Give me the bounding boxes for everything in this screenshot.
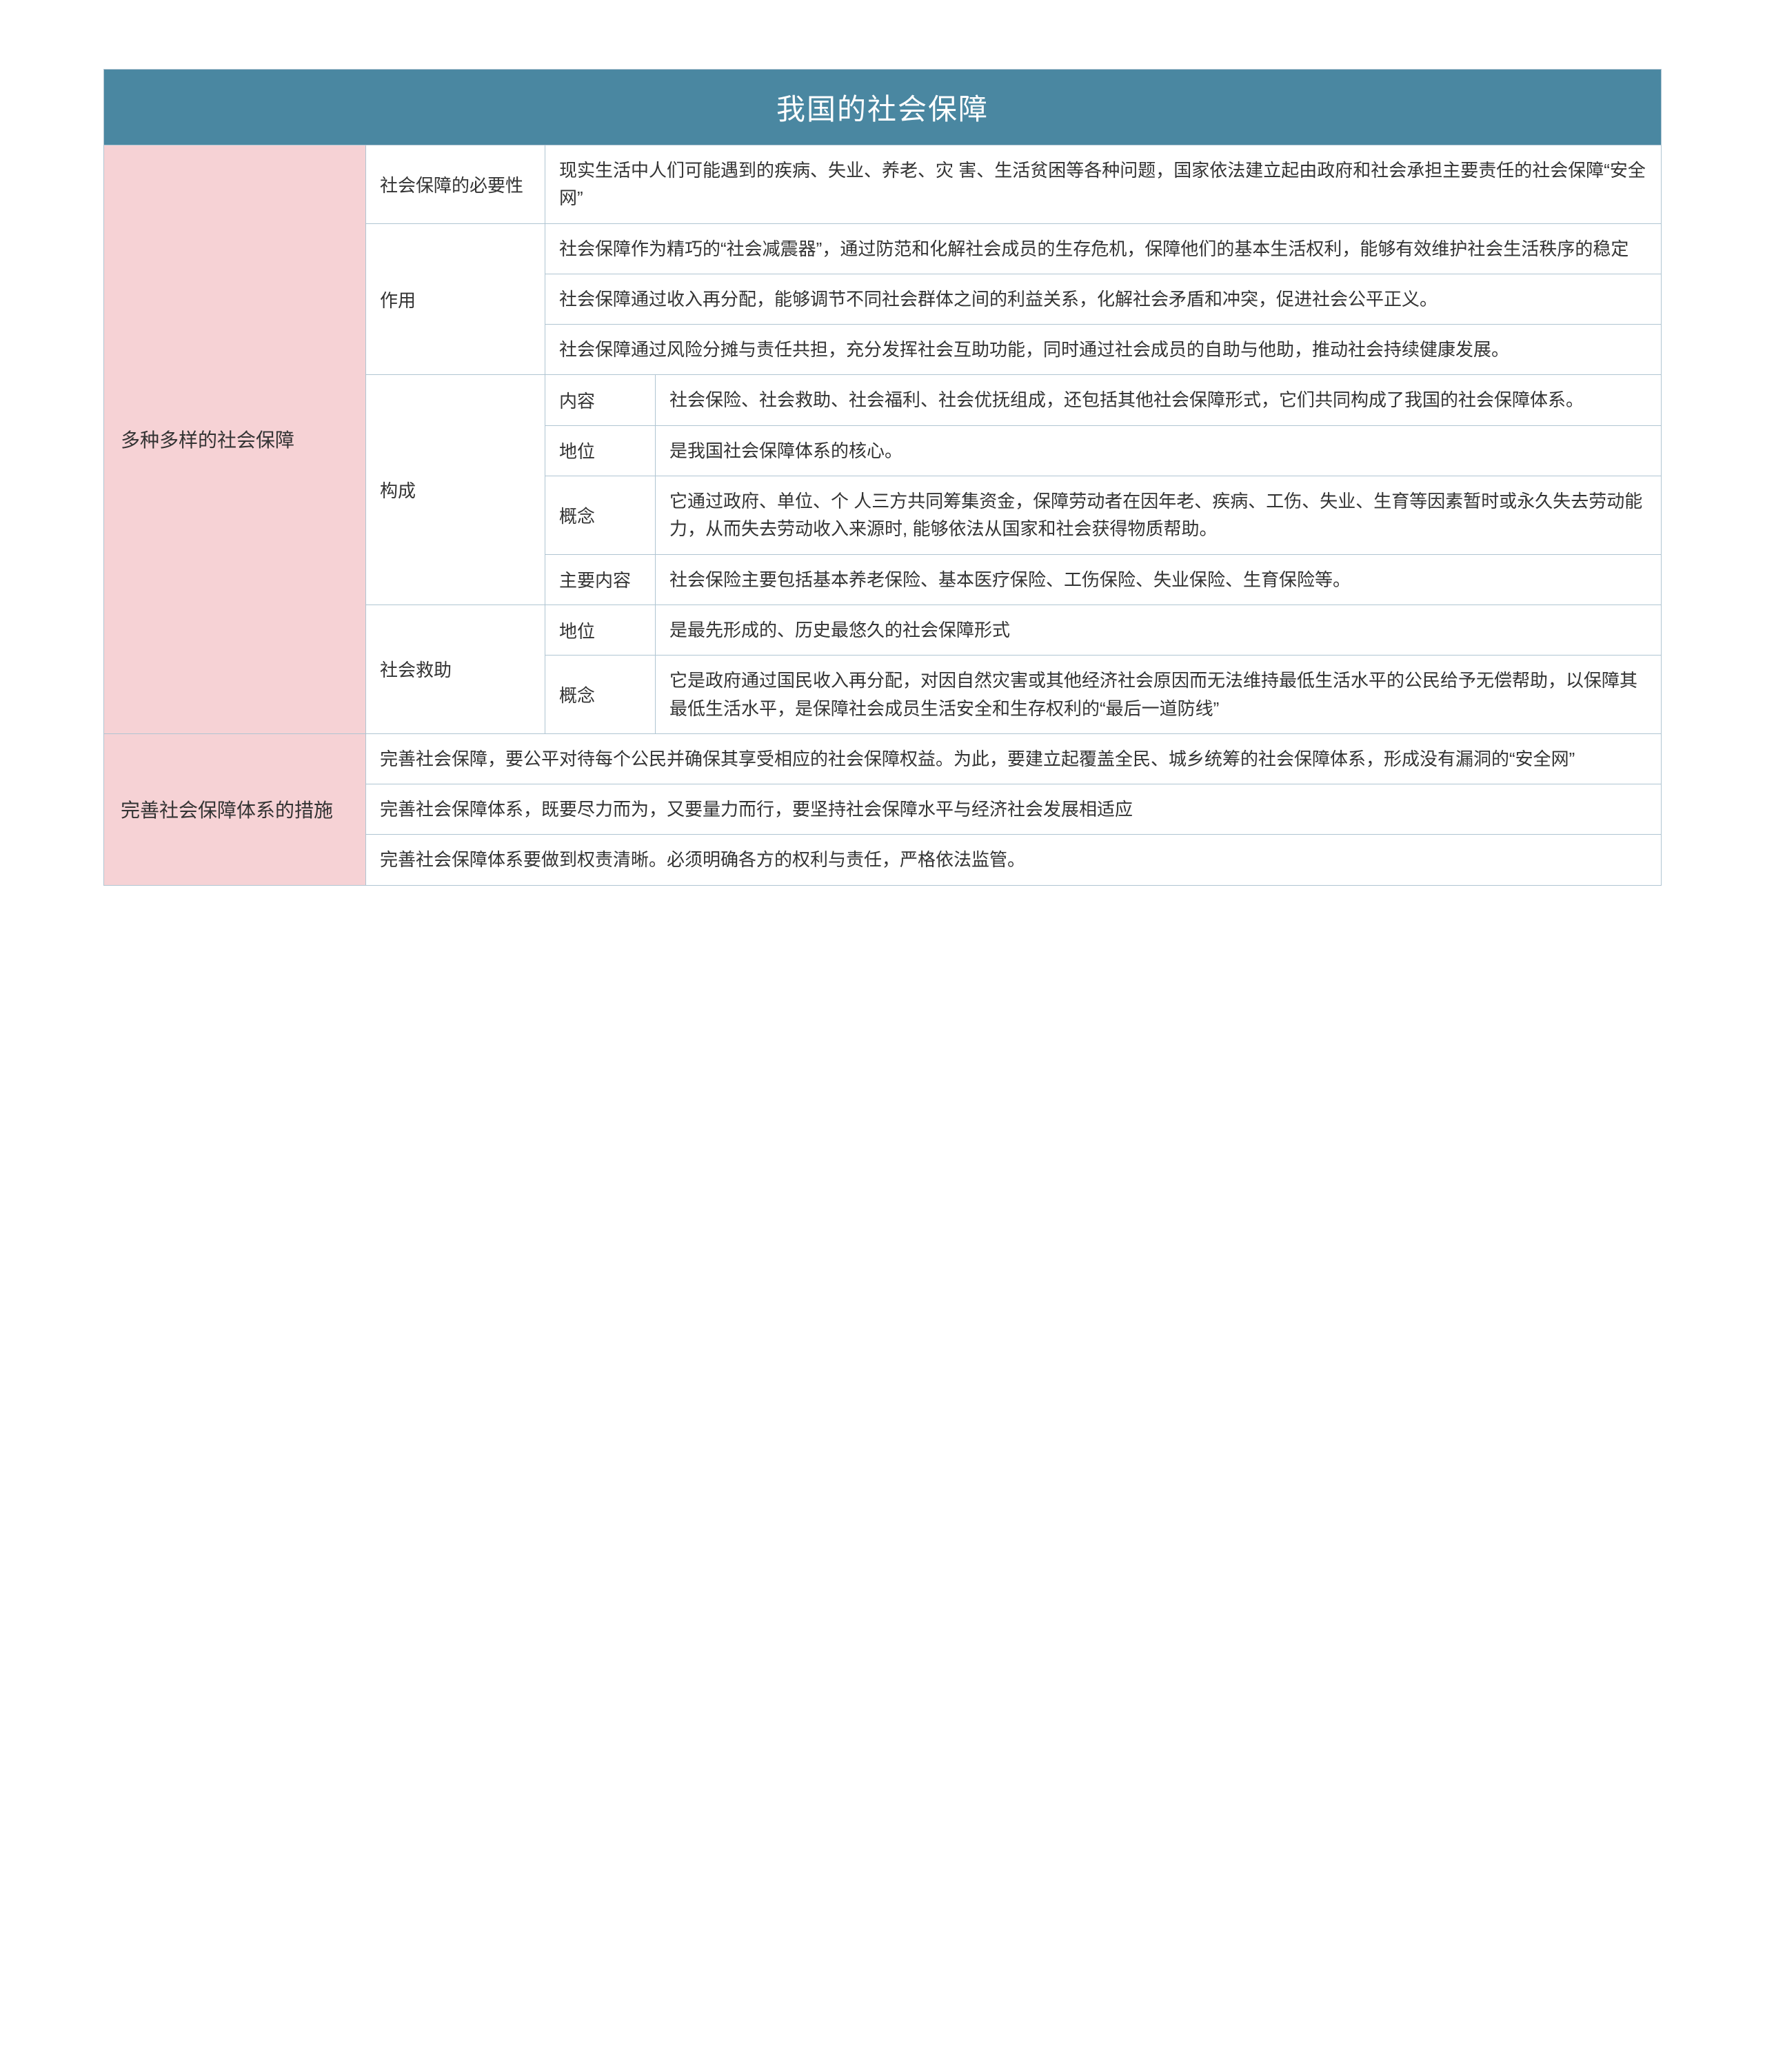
section-label: 完善社会保障体系的措施 (104, 734, 366, 885)
cell-label: 作用 (366, 224, 545, 375)
cell-label: 构成 (366, 375, 545, 604)
row-assistance: 社会救助 地位 是最先形成的、历史最悠久的社会保障形式 概念 它是政府通过国民收… (366, 605, 1661, 733)
cell-body: 地位 是最先形成的、历史最悠久的社会保障形式 概念 它是政府通过国民收入再分配，… (545, 605, 1661, 733)
subrow-status: 地位 是最先形成的、历史最悠久的社会保障形式 (545, 605, 1661, 656)
cell-text: 社会保障通过收入再分配，能够调节不同社会群体之间的利益关系，化解社会矛盾和冲突，… (545, 274, 1661, 325)
section-content: 社会保障的必要性 现实生活中人们可能遇到的疾病、失业、养老、灾 害、生活贫困等各… (366, 145, 1661, 733)
section-diverse: 多种多样的社会保障 社会保障的必要性 现实生活中人们可能遇到的疾病、失业、养老、… (104, 145, 1661, 734)
row-composition: 构成 内容 社会保险、社会救助、社会福利、社会优抚组成，还包括其他社会保障形式，… (366, 375, 1661, 605)
subcell-text: 它是政府通过国民收入再分配，对因自然灾害或其他经济社会原因而无法维持最低生活水平… (656, 656, 1661, 733)
cell-text: 社会保障通过风险分摊与责任共担，充分发挥社会互助功能，同时通过社会成员的自助与他… (545, 325, 1661, 374)
subcell-label: 概念 (545, 476, 656, 554)
subcell-label: 地位 (545, 605, 656, 655)
section-content: 完善社会保障，要公平对待每个公民并确保其享受相应的社会保障权益。为此，要建立起覆… (366, 734, 1661, 885)
cell-text: 完善社会保障体系，既要尽力而为，又要量力而行，要坚持社会保障水平与经济社会发展相… (366, 784, 1661, 835)
subrow-concept: 概念 它是政府通过国民收入再分配，对因自然灾害或其他经济社会原因而无法维持最低生… (545, 656, 1661, 733)
row-function: 作用 社会保障作为精巧的“社会减震器”，通过防范和化解社会成员的生存危机，保障他… (366, 224, 1661, 376)
subrow-status: 地位 是我国社会保障体系的核心。 (545, 426, 1661, 476)
cell-body: 现实生活中人们可能遇到的疾病、失业、养老、灾 害、生活贫困等各种问题，国家依法建… (545, 145, 1661, 223)
sheet: 我国的社会保障 多种多样的社会保障 社会保障的必要性 现实生活中人们可能遇到的疾… (103, 69, 1662, 886)
subrow-main: 主要内容 社会保险主要包括基本养老保险、基本医疗保险、工伤保险、失业保险、生育保… (545, 555, 1661, 605)
subcell-label: 概念 (545, 656, 656, 733)
subcell-label: 内容 (545, 375, 656, 425)
cell-label: 社会救助 (366, 605, 545, 733)
subrow-concept: 概念 它通过政府、单位、个 人三方共同筹集资金，保障劳动者在因年老、疾病、工伤、… (545, 476, 1661, 555)
cell-text: 完善社会保障，要公平对待每个公民并确保其享受相应的社会保障权益。为此，要建立起覆… (366, 734, 1661, 784)
subrow-content: 内容 社会保险、社会救助、社会福利、社会优抚组成，还包括其他社会保障形式，它们共… (545, 375, 1661, 425)
page-title: 我国的社会保障 (104, 70, 1661, 145)
cell-label: 社会保障的必要性 (366, 145, 545, 223)
subcell-text: 是我国社会保障体系的核心。 (656, 426, 1661, 476)
section-label: 多种多样的社会保障 (104, 145, 366, 733)
subcell-label: 地位 (545, 426, 656, 476)
section-measures: 完善社会保障体系的措施 完善社会保障，要公平对待每个公民并确保其享受相应的社会保… (104, 734, 1661, 885)
subcell-label: 主要内容 (545, 555, 656, 605)
cell-text: 完善社会保障体系要做到权责清晰。必须明确各方的权利与责任，严格依法监管。 (366, 835, 1661, 884)
subcell-text: 它通过政府、单位、个 人三方共同筹集资金，保障劳动者在因年老、疾病、工伤、失业、… (656, 476, 1661, 554)
cell-body: 社会保障作为精巧的“社会减震器”，通过防范和化解社会成员的生存危机，保障他们的基… (545, 224, 1661, 375)
table-body: 多种多样的社会保障 社会保障的必要性 现实生活中人们可能遇到的疾病、失业、养老、… (104, 145, 1661, 885)
subcell-text: 社会保险、社会救助、社会福利、社会优抚组成，还包括其他社会保障形式，它们共同构成… (656, 375, 1661, 425)
cell-body: 内容 社会保险、社会救助、社会福利、社会优抚组成，还包括其他社会保障形式，它们共… (545, 375, 1661, 604)
cell-text: 现实生活中人们可能遇到的疾病、失业、养老、灾 害、生活贫困等各种问题，国家依法建… (545, 145, 1661, 223)
subcell-text: 社会保险主要包括基本养老保险、基本医疗保险、工伤保险、失业保险、生育保险等。 (656, 555, 1661, 605)
subcell-text: 是最先形成的、历史最悠久的社会保障形式 (656, 605, 1661, 655)
row-necessity: 社会保障的必要性 现实生活中人们可能遇到的疾病、失业、养老、灾 害、生活贫困等各… (366, 145, 1661, 224)
cell-text: 社会保障作为精巧的“社会减震器”，通过防范和化解社会成员的生存危机，保障他们的基… (545, 224, 1661, 274)
